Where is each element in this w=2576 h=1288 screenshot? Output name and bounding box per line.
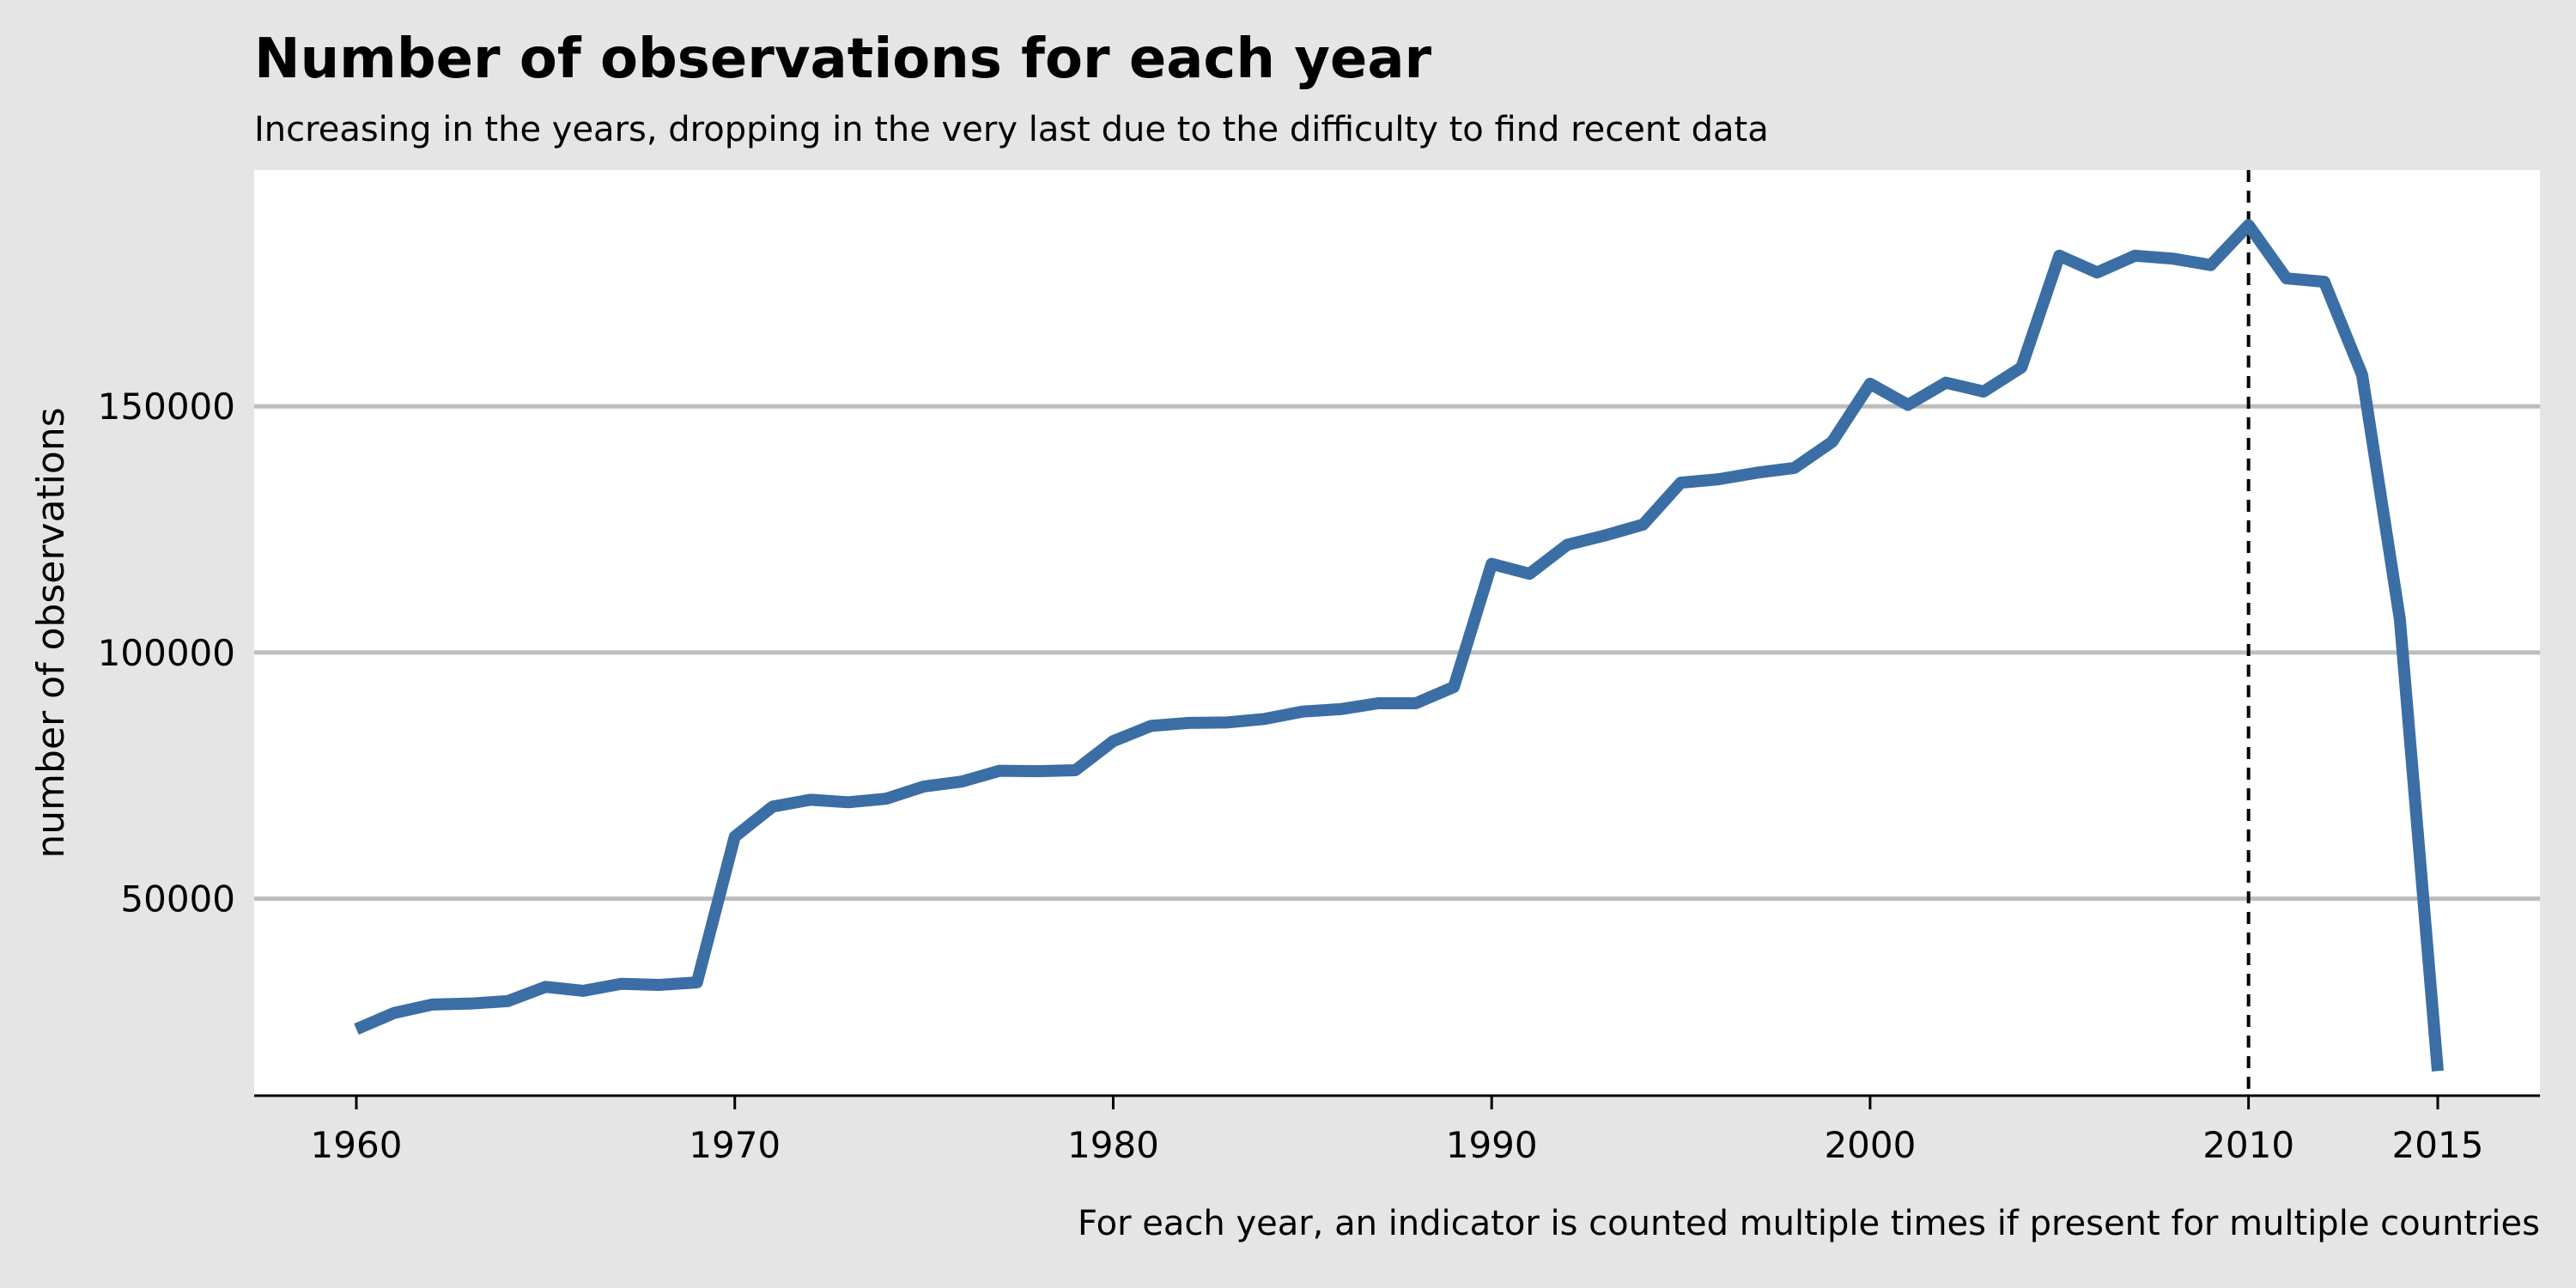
x-axis-ticks: 1960 1970 1980 1990 2000 2010 2015	[311, 1096, 2484, 1166]
series-group	[354, 219, 2444, 1072]
y-tick-label-100000: 100000	[98, 632, 235, 674]
x-tick-label-2010: 2010	[2202, 1124, 2294, 1166]
x-tick-label-1980: 1980	[1067, 1124, 1159, 1166]
x-tick-label-2015: 2015	[2392, 1124, 2484, 1166]
y-tick-label-150000: 150000	[98, 386, 235, 428]
y-axis-title: number of observations	[29, 407, 73, 858]
series-line-0	[354, 219, 2444, 1072]
chart-title: Number of observations for each year	[254, 27, 1432, 91]
y-tick-label-50000: 50000	[120, 878, 235, 920]
grid-lines	[254, 404, 2540, 902]
x-tick-label-1960: 1960	[311, 1124, 403, 1166]
x-tick-label-1970: 1970	[689, 1124, 781, 1166]
plot-panel	[254, 170, 2540, 1096]
chart-caption: For each year, an indicator is counted m…	[1078, 1204, 2540, 1243]
x-tick-label-1990: 1990	[1446, 1124, 1538, 1166]
chart-subtitle: Increasing in the years, dropping in the…	[254, 110, 1769, 149]
y-axis-ticks: 50000 100000 150000	[98, 386, 235, 920]
x-tick-label-2000: 2000	[1824, 1124, 1916, 1166]
